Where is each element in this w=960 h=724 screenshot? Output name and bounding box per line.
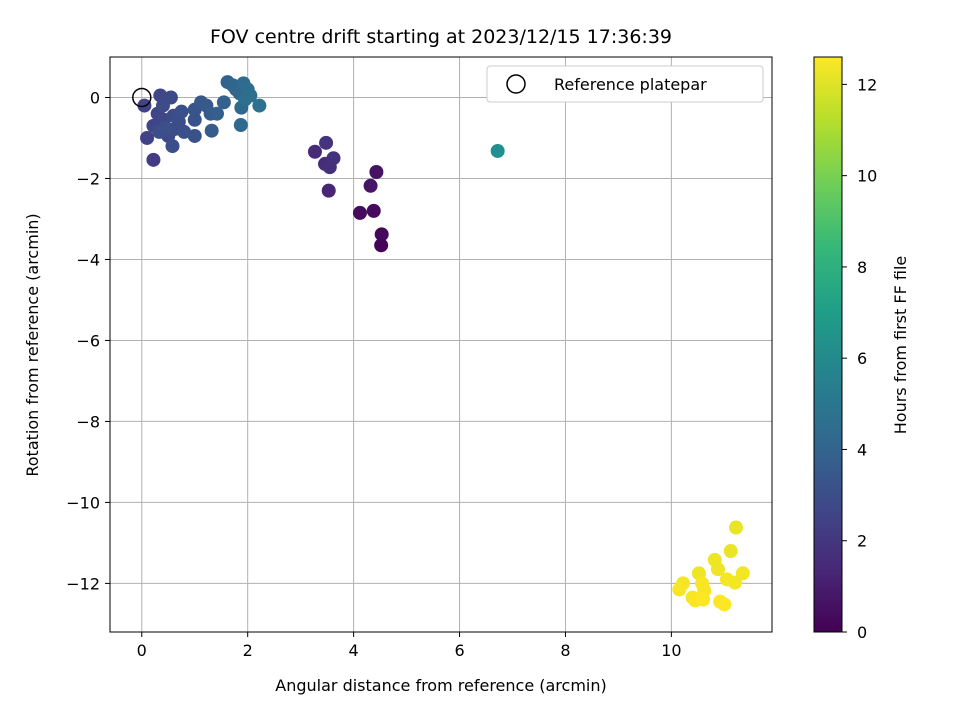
x-tick-label: 2 <box>243 641 253 660</box>
scatter-point <box>204 123 219 138</box>
x-tick-label: 10 <box>661 641 681 660</box>
colorbar-gradient <box>813 56 843 633</box>
scatter-point <box>146 152 161 167</box>
scatter-point <box>710 562 725 577</box>
scatter-point <box>735 566 750 581</box>
y-axis-label: Rotation from reference (arcmin) <box>23 213 42 476</box>
y-tick-label: −12 <box>66 574 100 593</box>
chart-title: FOV centre drift starting at 2023/12/15 … <box>210 26 672 48</box>
scatter-point <box>252 98 267 113</box>
scatter-point <box>696 592 711 607</box>
plot-frame <box>109 56 773 633</box>
colorbar-tick-label: 10 <box>857 167 877 186</box>
scatter-point <box>374 238 389 253</box>
colorbar-tick-label: 6 <box>857 349 867 368</box>
axis-ticks: 0 2 4 6 8 10 0 −2 −4 −6 −8 −10 −12 <box>66 88 681 660</box>
scatter-point <box>174 104 189 119</box>
scatter-point <box>727 575 742 590</box>
scatter-point <box>233 118 248 133</box>
colorbar-tick-label: 8 <box>857 258 867 277</box>
scatter-point <box>369 165 384 179</box>
scatter-point <box>326 151 341 166</box>
colorbar-tick-label: 12 <box>857 75 877 94</box>
colorbar-tick-label: 4 <box>857 440 867 459</box>
scatter-point <box>177 124 192 139</box>
scatter-point <box>366 203 381 218</box>
scatter-point <box>187 112 202 127</box>
x-tick-label: 6 <box>454 641 464 660</box>
y-tick-label: −6 <box>76 331 100 350</box>
reference-platepar-marker <box>132 87 152 108</box>
y-tick-label: 0 <box>90 88 100 107</box>
grid-lines <box>110 57 772 632</box>
scatter-point <box>307 144 322 159</box>
y-tick-label: −4 <box>76 250 100 269</box>
colorbar-tick-label: 0 <box>857 623 867 642</box>
scatter-point <box>155 98 170 113</box>
scatter-point <box>717 597 732 612</box>
data-points <box>132 75 750 612</box>
legend-marker-reference-icon <box>506 74 526 94</box>
scatter-point <box>165 139 180 154</box>
y-tick-label: −10 <box>66 493 100 512</box>
legend: Reference platepar <box>486 65 764 103</box>
scatter-point <box>363 178 378 193</box>
scatter-point <box>728 520 743 535</box>
x-axis-label: Angular distance from reference (arcmin) <box>275 676 606 695</box>
scatter-point <box>490 143 505 158</box>
scatter-point <box>158 120 173 135</box>
colorbar: 0 2 4 6 8 10 12 Hours from first FF file <box>813 56 910 642</box>
colorbar-tick-label: 2 <box>857 532 867 551</box>
scatter-point <box>321 183 336 198</box>
x-tick-label: 0 <box>137 641 147 660</box>
x-tick-label: 8 <box>560 641 570 660</box>
scatter-point <box>723 544 738 559</box>
scatter-point <box>352 205 367 220</box>
legend-entry-reference: Reference platepar <box>554 75 707 94</box>
legend-box <box>486 65 764 103</box>
scatter-point <box>209 106 224 121</box>
scatter-point <box>187 128 202 143</box>
scatter-point <box>216 95 231 110</box>
scatter-point <box>672 582 687 597</box>
scatter-point <box>243 88 258 103</box>
y-tick-label: −8 <box>76 412 100 431</box>
y-tick-label: −2 <box>76 169 100 188</box>
colorbar-label: Hours from first FF file <box>891 256 910 435</box>
scatter-point <box>140 130 155 145</box>
scatter-point <box>319 135 334 150</box>
colorbar-ticks: 0 2 4 6 8 10 12 <box>842 75 877 642</box>
scatter-point <box>374 227 389 242</box>
x-tick-label: 4 <box>349 641 359 660</box>
